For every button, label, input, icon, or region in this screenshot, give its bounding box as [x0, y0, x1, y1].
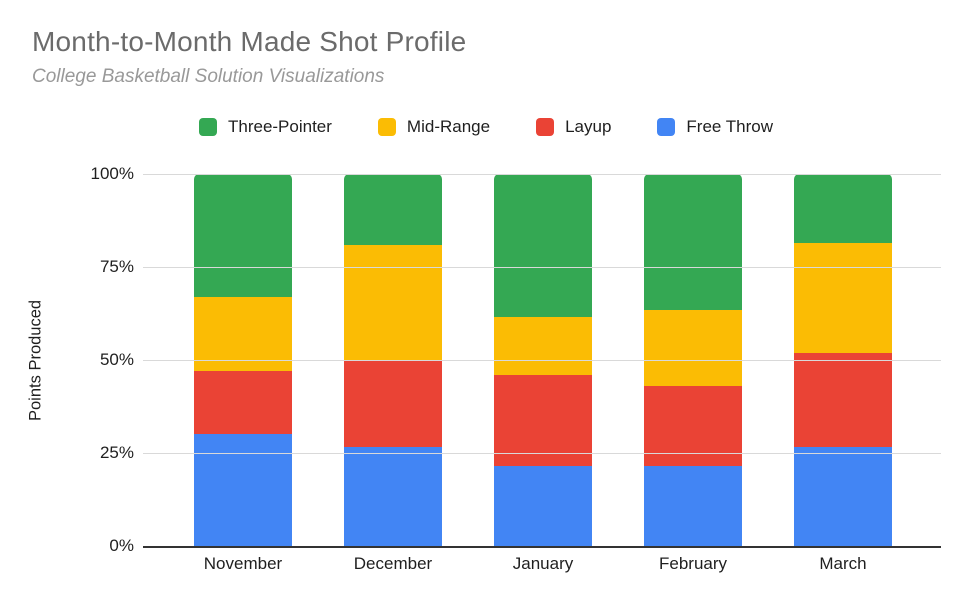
legend-swatch-icon	[657, 118, 676, 136]
bar-column-february	[644, 174, 742, 546]
x-tick-label: December	[353, 554, 433, 573]
legend-item: Layup	[536, 117, 611, 137]
x-tick-label: March	[819, 554, 867, 573]
bar-segment-mid-range	[194, 296, 292, 372]
y-tick-label: 0%	[109, 536, 134, 555]
bar-segment-mid-range	[794, 242, 892, 353]
legend-label: Free Throw	[686, 117, 774, 136]
y-axis-title: Points Produced	[26, 299, 45, 421]
bar-segment-three-pointer	[644, 174, 742, 310]
bar-segment-layup	[344, 360, 442, 448]
bar-segment-layup	[494, 374, 592, 467]
bar-column-march	[794, 174, 892, 546]
bar-segment-three-pointer	[794, 174, 892, 243]
x-axis-labels: November December January February March	[143, 554, 941, 574]
y-tick-label: 75%	[99, 257, 134, 276]
bar-segment-three-pointer	[194, 174, 292, 297]
y-tick-label: 25%	[99, 443, 134, 462]
legend: Three-Pointer Mid-Range Layup Free Throw	[0, 114, 972, 140]
plot-area: 0% 25% 50% 75% 100%	[91, 164, 941, 555]
bar-segment-free-throw	[194, 434, 292, 546]
bar-segment-free-throw	[644, 466, 742, 546]
legend-swatch-icon	[536, 118, 555, 136]
x-tick-label: January	[512, 554, 574, 573]
legend-item: Three-Pointer	[198, 117, 332, 137]
gridline	[143, 174, 941, 175]
legend-swatch-icon	[377, 118, 396, 136]
chart-title: Month-to-Month Made Shot Profile	[32, 26, 467, 57]
bar-segment-free-throw	[794, 447, 892, 546]
legend-label: Three-Pointer	[227, 117, 332, 136]
x-tick-label: February	[658, 554, 728, 573]
x-tick-label: November	[203, 554, 283, 573]
gridline	[143, 360, 941, 361]
bar-segment-free-throw	[494, 466, 592, 546]
bar-segment-layup	[794, 352, 892, 448]
chart-subtitle: College Basketball Solution Visualizatio…	[32, 66, 385, 87]
bar-segment-mid-range	[494, 317, 592, 375]
bar-segment-three-pointer	[494, 174, 592, 318]
gridline	[143, 453, 941, 454]
legend-item: Free Throw	[657, 117, 773, 137]
bar-column-december	[344, 174, 442, 546]
legend-swatch-icon	[198, 118, 217, 136]
bars-row	[194, 174, 892, 546]
bar-segment-mid-range	[344, 244, 442, 361]
bar-segment-three-pointer	[344, 174, 442, 245]
y-tick-label: 100%	[90, 164, 134, 183]
bar-segment-mid-range	[644, 309, 742, 387]
bar-segment-layup	[194, 371, 292, 435]
bar-segment-free-throw	[344, 447, 442, 546]
y-tick-label: 50%	[99, 350, 134, 369]
legend-item: Mid-Range	[377, 117, 491, 137]
legend-label: Layup	[565, 117, 612, 136]
legend-label: Mid-Range	[406, 117, 491, 136]
gridline	[143, 267, 941, 268]
bar-segment-layup	[644, 386, 742, 467]
bar-column-january	[494, 174, 592, 546]
